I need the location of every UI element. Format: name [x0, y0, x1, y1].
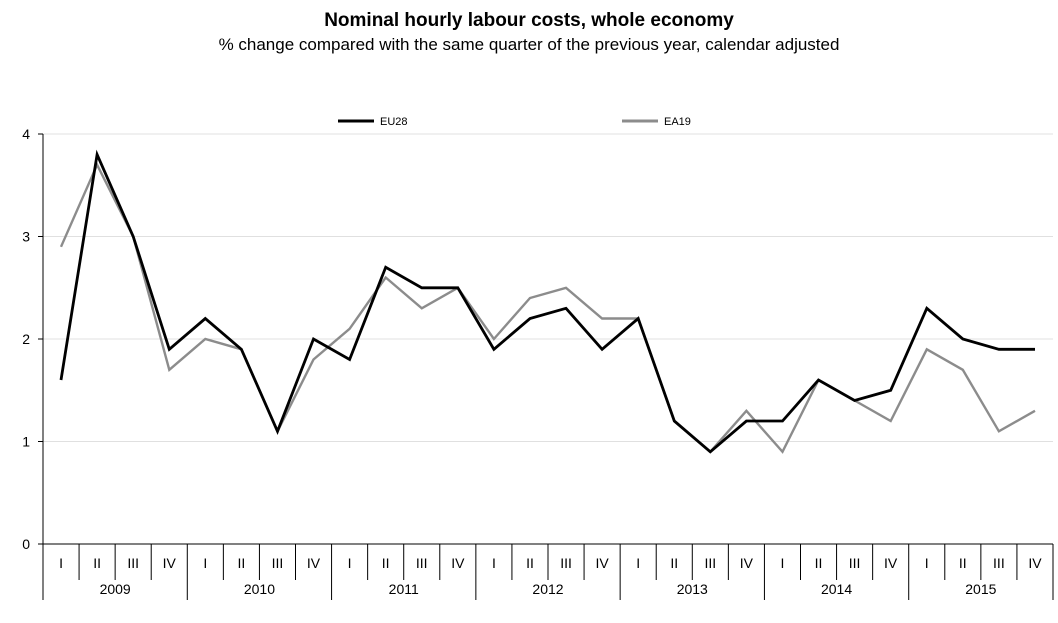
x-tick-label-quarter: I [348, 555, 352, 571]
x-tick-label-quarter: III [272, 555, 284, 571]
x-tick-label-year: 2009 [100, 581, 131, 597]
x-tick-label-quarter: III [993, 555, 1005, 571]
x-tick-label-quarter: I [59, 555, 63, 571]
legend-label-eu28: EU28 [380, 116, 408, 128]
x-tick-label-quarter: II [238, 555, 246, 571]
chart-subtitle: % change compared with the same quarter … [218, 35, 840, 54]
x-tick-label-quarter: IV [884, 555, 898, 571]
x-tick-label-quarter: II [670, 555, 678, 571]
x-tick-label-year: 2010 [244, 581, 275, 597]
chart-title: Nominal hourly labour costs, whole econo… [324, 10, 734, 31]
x-tick-label-quarter: II [959, 555, 967, 571]
x-tick-label-quarter: II [526, 555, 534, 571]
y-tick-label: 3 [22, 229, 30, 245]
series-line-eu28 [59, 149, 1035, 454]
x-tick-label-quarter: I [636, 555, 640, 571]
x-tick-label-quarter: III [704, 555, 716, 571]
x-tick-label-quarter: I [925, 555, 929, 571]
legend-label-ea19: EA19 [664, 116, 691, 128]
x-tick-label-quarter: IV [1028, 555, 1042, 571]
x-tick-label-quarter: II [815, 555, 823, 571]
x-tick-label-year: 2013 [677, 581, 708, 597]
x-tick-label-year: 2012 [532, 581, 563, 597]
x-tick-label-quarter: IV [451, 555, 465, 571]
x-tick-label-quarter: II [382, 555, 390, 571]
x-tick-label-quarter: I [203, 555, 207, 571]
x-tick-label-quarter: IV [595, 555, 609, 571]
x-tick-label-quarter: II [93, 555, 101, 571]
x-tick-label-quarter: IV [740, 555, 754, 571]
y-tick-label: 2 [22, 331, 30, 347]
x-tick-label-quarter: I [781, 555, 785, 571]
x-tick-label-year: 2011 [389, 581, 419, 597]
x-tick-label-quarter: IV [163, 555, 177, 571]
x-tick-label-year: 2014 [821, 581, 852, 597]
x-tick-label-quarter: IV [307, 555, 321, 571]
x-tick-label-quarter: III [849, 555, 861, 571]
x-tick-label-quarter: I [492, 555, 496, 571]
series-line-ea19 [59, 161, 1036, 454]
x-tick-label-year: 2015 [965, 581, 996, 597]
y-tick-label: 4 [22, 126, 30, 142]
y-tick-label: 0 [22, 536, 30, 552]
x-tick-label-quarter: III [127, 555, 139, 571]
y-tick-label: 1 [22, 434, 30, 450]
x-tick-label-quarter: III [416, 555, 428, 571]
x-tick-label-quarter: III [560, 555, 572, 571]
